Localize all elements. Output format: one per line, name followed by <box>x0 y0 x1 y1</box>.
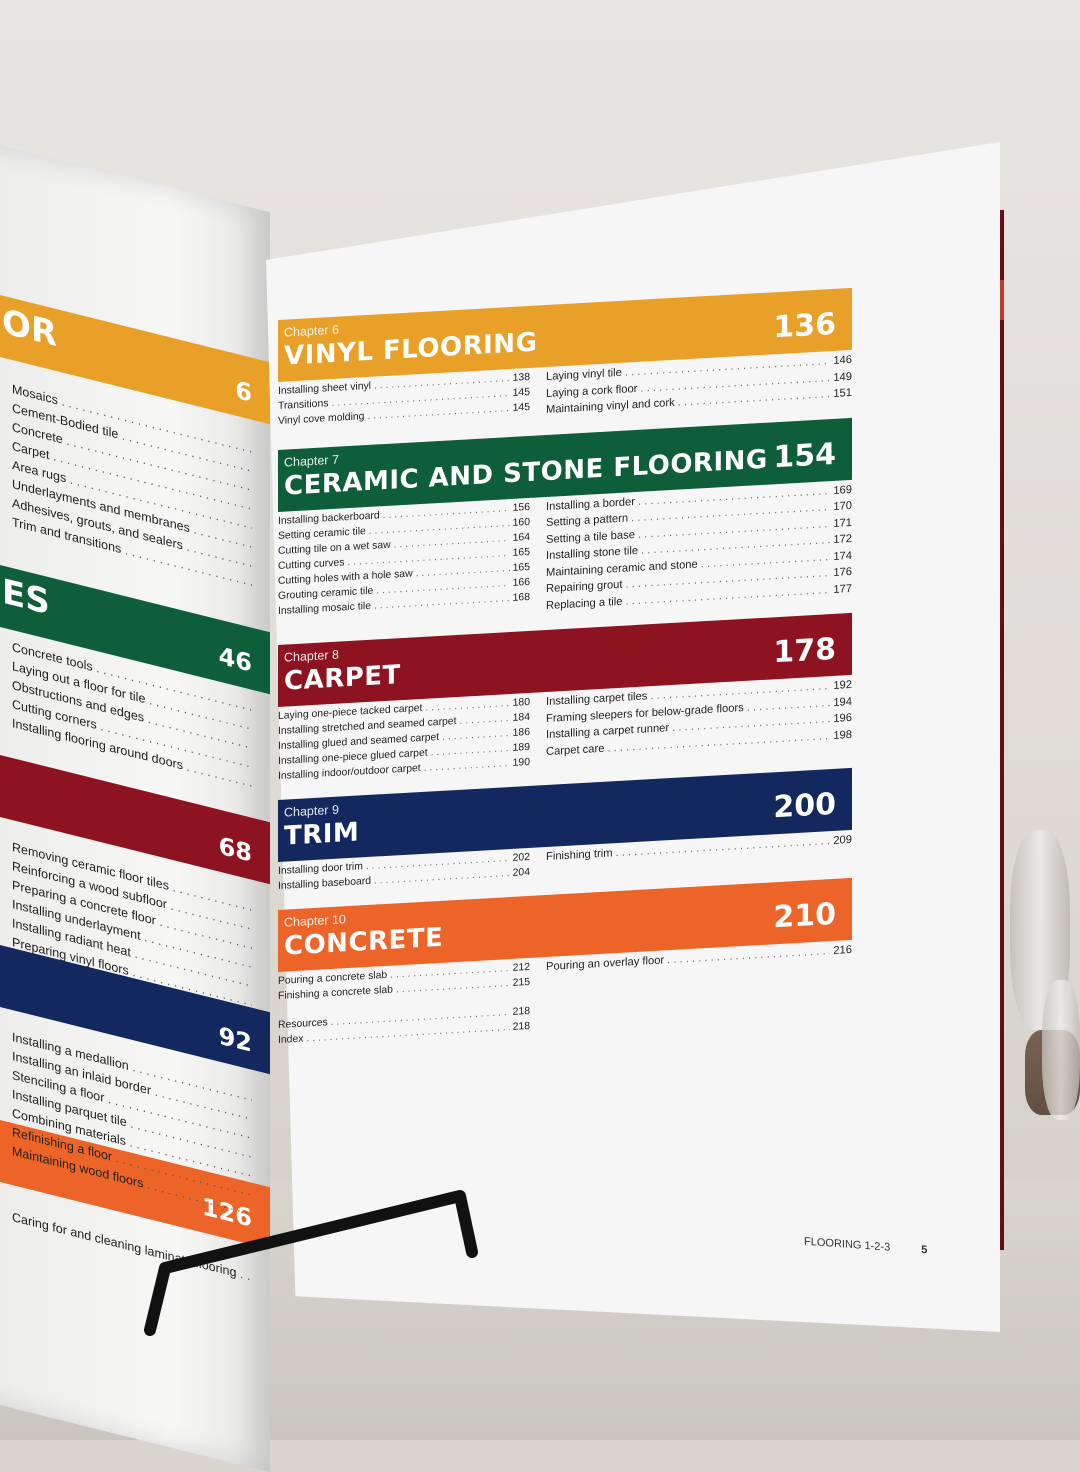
toc-entry-page: 198 <box>833 728 852 742</box>
toc-entry-page: 168 <box>512 591 530 604</box>
chapter-section: Chapter 8 CARPET 178 Laying one-piece tacke… <box>278 612 852 786</box>
toc-entry-label: Installing a border <box>546 495 635 513</box>
left-chapter-page: 92 <box>218 1021 252 1058</box>
chapter-page-number: 200 <box>773 786 836 826</box>
glass-ornament-small <box>1042 980 1080 1120</box>
toc-entry-page: 169 <box>833 483 852 497</box>
toc-entry-label: Installing carpet tiles <box>546 690 648 709</box>
toc-entry-page: 171 <box>833 516 852 530</box>
toc-entry-label: Transitions <box>278 398 329 412</box>
left-chapter-title-fragment: OR <box>2 301 58 356</box>
left-page: OR6ES466892126MosaicsCement-Bodied tileC… <box>0 130 270 1472</box>
chapter-page-number: 136 <box>773 306 836 346</box>
toc-entry-page: 164 <box>512 531 530 544</box>
chapter-number: Chapter 8 <box>284 647 339 665</box>
toc-entry-label: Pouring a concrete slab <box>278 969 388 987</box>
chapter-title: CONCRETE <box>284 922 444 962</box>
entries-left-column: Installing sheet vinyl138Transitions145V… <box>278 372 530 436</box>
toc-entry-page: 145 <box>512 401 530 414</box>
entries-left-column: Laying one-piece tacked carpet180Install… <box>278 697 530 786</box>
toc-entry-page: 204 <box>512 866 530 879</box>
toc-entry-label: Resources <box>278 1017 328 1031</box>
toc-entry-page: 138 <box>512 371 530 384</box>
leader-dots <box>459 713 509 727</box>
chapter-section: Chapter 7 CERAMIC AND STONE FLOORING 154 In… <box>278 417 852 631</box>
toc-entry-page: 212 <box>512 961 530 974</box>
toc-entry-page: 202 <box>512 851 530 864</box>
toc-entry-page: 149 <box>833 370 852 384</box>
toc-entry-label: Finishing trim <box>546 847 613 864</box>
toc-entry-page: 209 <box>833 833 852 847</box>
book-cover-edge <box>996 210 1004 1250</box>
toc-entry-page: 196 <box>833 711 852 725</box>
toc-entry-page: 190 <box>512 756 530 769</box>
chapter-title: CARPET <box>284 660 401 697</box>
toc-entry-label: Carpet care <box>546 742 605 758</box>
toc-entry-page: 177 <box>833 582 852 596</box>
leader-dots <box>425 698 509 714</box>
chapter-number: Chapter 6 <box>284 322 339 340</box>
toc-entry-page: 165 <box>512 546 530 559</box>
left-entry-list: MosaicsCement-Bodied tileConcreteCarpetA… <box>12 380 252 592</box>
toc-entry-page: 176 <box>833 565 852 579</box>
entries-right-column: Installing a border169Setting a pattern1… <box>546 483 852 616</box>
back-matter-list: Resources 218 Index 218 <box>278 1006 530 1050</box>
toc-entry-page: 174 <box>833 549 852 563</box>
left-chapter-title-fragment: ES <box>2 571 50 624</box>
left-chapter-page: 68 <box>218 831 252 868</box>
toc-entry-page: 218 <box>512 1005 530 1018</box>
toc-entry-page: 145 <box>512 386 530 399</box>
toc-entry-page: 189 <box>512 741 530 754</box>
chapter-page-number: 154 <box>773 436 836 475</box>
left-chapter-page: 46 <box>218 641 252 678</box>
chapter-page-number: 210 <box>773 896 836 936</box>
toc-entry-page: 172 <box>833 532 852 546</box>
toc-entry-page: 215 <box>512 976 530 989</box>
toc-entry-page: 166 <box>512 576 530 589</box>
toc-entry-label: Installing sheet vinyl <box>278 380 371 397</box>
entries-right-column: Installing carpet tiles192Framing sleepe… <box>546 679 852 771</box>
toc-entry-page: 170 <box>833 499 852 513</box>
toc-entry-page: 184 <box>512 711 530 724</box>
table-of-contents: Chapter 6 VINYL FLOORING 136 Installing she… <box>278 287 852 1100</box>
toc-entry-page: 194 <box>833 695 852 709</box>
chapter-page-number: 178 <box>773 631 836 671</box>
toc-entry-page: 218 <box>512 1020 530 1033</box>
toc-entry-page: 156 <box>512 501 530 514</box>
page-number: 5 <box>921 1243 928 1257</box>
toc-entry-page: 192 <box>833 678 852 692</box>
chapter-title: TRIM <box>284 817 360 852</box>
toc-entry-page: 216 <box>833 943 852 957</box>
toc-entry-label: Pouring an overlay floor <box>546 954 665 974</box>
left-chapter-page: 6 <box>235 375 252 408</box>
chapter-number: Chapter 9 <box>284 802 339 820</box>
toc-entry-page: 180 <box>512 696 530 709</box>
toc-entry-page: 151 <box>833 386 852 400</box>
toc-entry-label: Laying vinyl tile <box>546 366 622 384</box>
chapter-number: Chapter 10 <box>284 912 346 930</box>
toc-entry-label: Installing backerboard <box>278 509 380 527</box>
entries-left-column: Installing backerboard156Setting ceramic… <box>278 501 530 631</box>
toc-entry-page: 160 <box>512 516 530 529</box>
toc-entry-label: Index <box>278 1033 304 1046</box>
toc-entry-page: 186 <box>512 726 530 739</box>
chapter-section: Chapter 10 CONCRETE 210 Pouring a concrete … <box>278 877 852 1006</box>
chapter-number: Chapter 7 <box>284 452 339 470</box>
toc-entry-label: Installing door trim <box>278 861 363 877</box>
toc-entry-label: Cutting curves <box>278 556 345 572</box>
leader-dots <box>442 728 509 743</box>
toc-entry-page: 165 <box>512 561 530 574</box>
toc-entry-page: 146 <box>833 353 852 367</box>
